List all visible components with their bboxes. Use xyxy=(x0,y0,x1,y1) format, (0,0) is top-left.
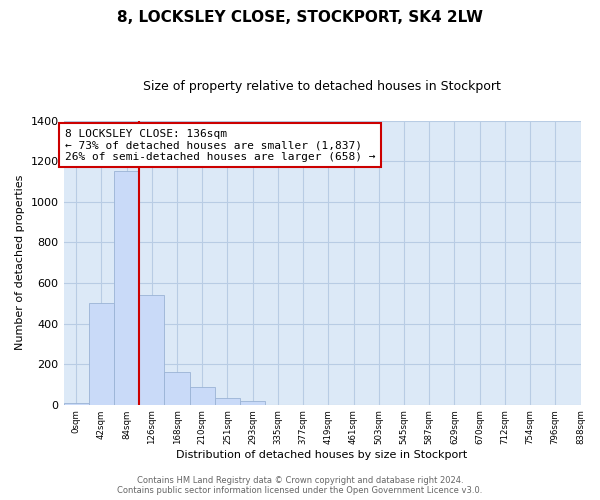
Bar xyxy=(89,303,114,404)
Bar xyxy=(64,402,89,404)
Bar xyxy=(190,388,215,404)
Text: Contains HM Land Registry data © Crown copyright and database right 2024.
Contai: Contains HM Land Registry data © Crown c… xyxy=(118,476,482,495)
Bar xyxy=(240,400,265,404)
Bar xyxy=(215,398,240,404)
Bar xyxy=(114,172,139,404)
Text: 8, LOCKSLEY CLOSE, STOCKPORT, SK4 2LW: 8, LOCKSLEY CLOSE, STOCKPORT, SK4 2LW xyxy=(117,10,483,25)
X-axis label: Distribution of detached houses by size in Stockport: Distribution of detached houses by size … xyxy=(176,450,467,460)
Text: 8 LOCKSLEY CLOSE: 136sqm
← 73% of detached houses are smaller (1,837)
26% of sem: 8 LOCKSLEY CLOSE: 136sqm ← 73% of detach… xyxy=(65,128,376,162)
Y-axis label: Number of detached properties: Number of detached properties xyxy=(15,175,25,350)
Bar xyxy=(164,372,190,404)
Title: Size of property relative to detached houses in Stockport: Size of property relative to detached ho… xyxy=(143,80,501,93)
Bar xyxy=(139,295,164,405)
